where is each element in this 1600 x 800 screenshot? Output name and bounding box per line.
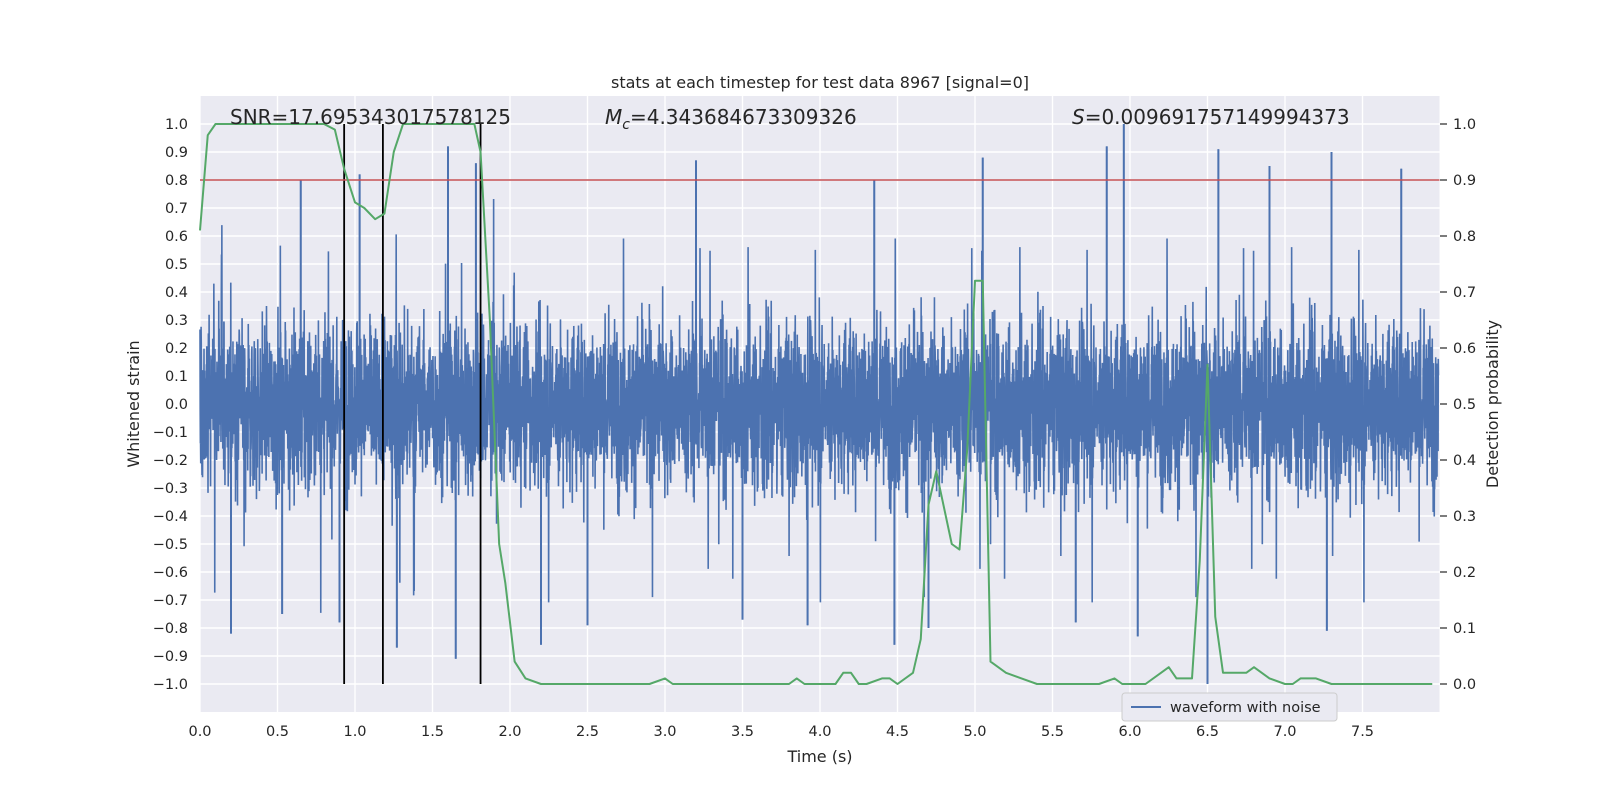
mc-value: =4.343684673309326 [630, 105, 857, 129]
y-right-tick-label-9: 0.1 [1453, 621, 1476, 637]
vertical-markers [343, 124, 482, 684]
x-tick-label-10: 5.0 [963, 724, 986, 740]
probability-series [199, 123, 1433, 685]
x-tick-label-0: 0.0 [188, 724, 211, 740]
axes: 0.0 0.5 1.0 1.5 2.0 2.5 3.0 3.5 4.0 4.5 5.0 5.5 6.0 6… [153, 96, 1476, 740]
y-left-tick-label-8: 0.2 [165, 341, 188, 357]
x-tick-label-14: 7.0 [1273, 724, 1296, 740]
y-left-tick-label-0: 1.0 [165, 117, 188, 133]
y-right-tick-label-0: 1.0 [1453, 117, 1476, 133]
x-tick-label-4: 2.0 [498, 724, 521, 740]
y-left-tick-label-14: −0.4 [153, 509, 188, 525]
y-left-tick-label-6: 0.4 [165, 285, 188, 301]
x-tick-label-3: 1.5 [421, 724, 444, 740]
x-tick-label-9: 4.5 [886, 724, 909, 740]
y-right-tick-label-2: 0.8 [1453, 229, 1476, 245]
x-tick-label-7: 3.5 [731, 724, 754, 740]
s-annotation: S=0.009691757149994373 [1072, 105, 1350, 129]
y-left-tick-label-3: 0.7 [165, 201, 188, 217]
legend-box [1121, 692, 1338, 722]
x-tick-label-1: 0.5 [266, 724, 289, 740]
y-left-tick-label-10: 0.0 [165, 397, 188, 413]
y-right-tick-label-7: 0.3 [1453, 509, 1476, 525]
y-left-tick-label-11: −0.1 [153, 425, 188, 441]
y-left-tick-label-16: −0.6 [153, 565, 188, 581]
mc-symbol: M [605, 105, 622, 129]
y-left-tick-label-12: −0.2 [153, 453, 188, 469]
legend-label: waveform with noise [1170, 700, 1321, 716]
y-left-tick-label-20: −1.0 [153, 677, 188, 693]
y-right-tick-label-5: 0.5 [1453, 397, 1476, 413]
y-left-tick-label-7: 0.3 [165, 313, 188, 329]
y-left-tick-label-13: −0.3 [153, 481, 188, 497]
x-tick-label-5: 2.5 [576, 724, 599, 740]
mc-subscript: c [622, 117, 630, 133]
mc-annotation: Mc=4.343684673309326 [605, 105, 857, 133]
y-right-tick-label-3: 0.7 [1453, 285, 1476, 301]
x-tick-label-11: 5.5 [1041, 724, 1064, 740]
y-right-tick-label-8: 0.2 [1453, 565, 1476, 581]
x-axis-label: Time (s) [786, 747, 852, 766]
y-left-tick-label-1: 0.9 [165, 145, 188, 161]
y-left-tick-label-15: −0.5 [153, 537, 188, 553]
s-value: =0.009691757149994373 [1085, 105, 1350, 129]
x-tick-label-6: 3.0 [653, 724, 676, 740]
y-left-tick-label-18: −0.8 [153, 621, 188, 637]
y-left-tick-label-5: 0.5 [165, 257, 188, 273]
snr-annotation: SNR=17.695343017578125 [230, 105, 511, 129]
y-left-tick-label-9: 0.1 [165, 369, 188, 385]
y-axis-right-label: Detection probability [1483, 320, 1502, 488]
y-left-tick-label-4: 0.6 [165, 229, 188, 245]
y-axis-left-label: Whitened strain [124, 340, 143, 467]
x-tick-label-12: 6.0 [1118, 724, 1141, 740]
s-symbol: S [1072, 105, 1085, 129]
y-right-tick-label-1: 0.9 [1453, 173, 1476, 189]
y-left-tick-label-2: 0.8 [165, 173, 188, 189]
x-tick-label-8: 4.0 [808, 724, 831, 740]
y-left-tick-label-19: −0.9 [153, 649, 188, 665]
y-right-tick-label-4: 0.6 [1453, 341, 1476, 357]
y-right-tick-label-10: 0.0 [1453, 677, 1476, 693]
chart-title: stats at each timestep for test data 896… [611, 73, 1029, 92]
x-tick-label-13: 6.5 [1196, 724, 1219, 740]
y-right-tick-label-6: 0.4 [1453, 453, 1476, 469]
y-left-tick-label-17: −0.7 [153, 593, 188, 609]
x-tick-label-15: 7.5 [1351, 724, 1374, 740]
probability-line [199, 123, 1433, 685]
legend: waveform with noise [1121, 692, 1338, 722]
strain-series [199, 124, 1440, 684]
x-tick-label-2: 1.0 [343, 724, 366, 740]
